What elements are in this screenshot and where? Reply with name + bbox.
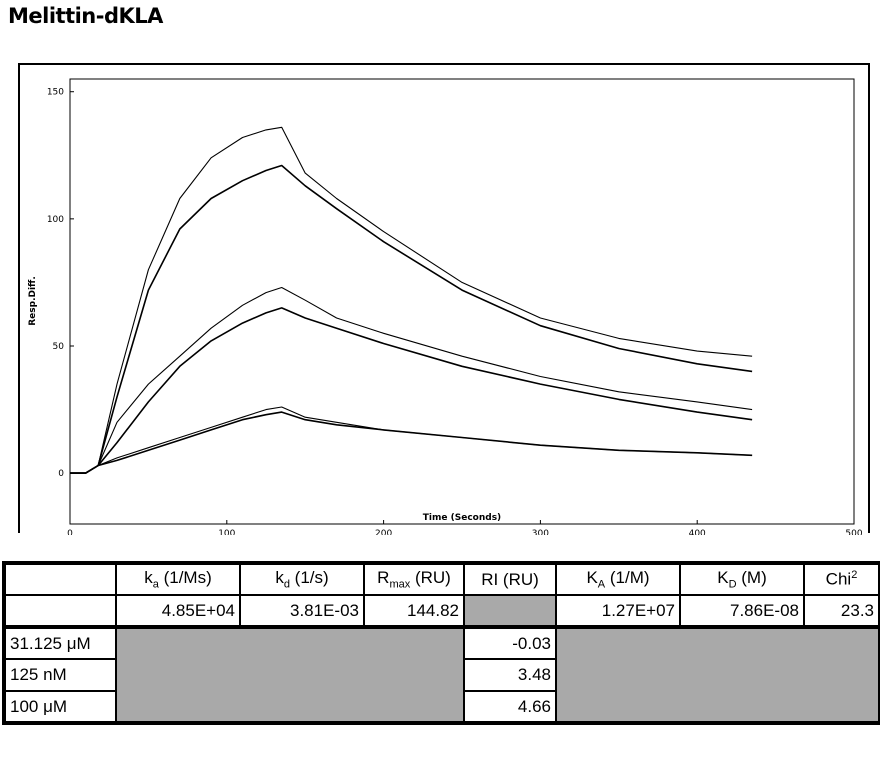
x-tick-label: 500: [845, 529, 862, 535]
y-axis-label: Resp.Diff.: [28, 276, 38, 326]
header-empty-cell: [3, 562, 117, 596]
y-tick-label: 100: [47, 215, 64, 225]
value-kd: 3.81E-03: [239, 594, 365, 628]
x-tick-label: 400: [689, 529, 706, 535]
table-row: 100 μM 4.66: [3, 690, 880, 724]
value-rmax: 144.82: [363, 594, 465, 628]
measured-curve-line: [70, 286, 753, 474]
table-values-row: 4.85E+04 3.81E-03 144.82 1.27E+07 7.86E-…: [3, 594, 880, 628]
header-KA: KA (1/M): [555, 562, 681, 596]
measured-curve-line: [70, 126, 753, 474]
x-tick-label: 300: [532, 529, 549, 535]
header-KD: KD (M): [679, 562, 805, 596]
values-empty-cell: [3, 594, 117, 628]
value-ka: 4.85E+04: [115, 594, 241, 628]
header-kd: kd (1/s): [239, 562, 365, 596]
x-tick-label: 0: [67, 529, 73, 535]
value-KA: 1.27E+07: [555, 594, 681, 628]
fit-curve-line: [70, 307, 753, 474]
y-tick-label: 50: [53, 342, 65, 352]
header-chi2: Chi2: [803, 562, 880, 596]
y-tick-label: 150: [47, 88, 64, 98]
x-tick-label: 100: [218, 529, 235, 535]
row-label: 31.125 μM: [3, 625, 117, 660]
value-chi2: 23.3: [803, 594, 880, 628]
kinetics-table: ka (1/Ms) kd (1/s) Rmax (RU) RI (RU) KA …: [2, 561, 880, 725]
fit-curve-line: [70, 411, 753, 474]
row-ri-value: 4.66: [463, 690, 557, 724]
fit-curve-line: [70, 164, 753, 474]
row-label: 125 nM: [3, 658, 117, 692]
y-tick-label: 0: [58, 469, 64, 479]
table-header-row: ka (1/Ms) kd (1/s) Rmax (RU) RI (RU) KA …: [3, 562, 880, 596]
sensorgram-chart: 0 100 200 300 400 500 0 50 100 150 Time (Seconds)…: [28, 78, 863, 535]
axis-ticks: 0 100 200 300 400 500 0 50 100 150: [47, 88, 863, 535]
value-ri-grey: [463, 594, 557, 628]
table-row: 31.125 μM -0.03: [3, 625, 880, 724]
measured-curve-line: [70, 406, 753, 474]
plot-area-border: [69, 78, 855, 525]
grey-block-right: [555, 625, 880, 724]
header-rmax: Rmax (RU): [363, 562, 465, 596]
row-ri-value: 3.48: [463, 658, 557, 692]
header-ka: ka (1/Ms): [115, 562, 241, 596]
table-row: 125 nM 3.48: [3, 658, 880, 692]
x-axis-label: Time (Seconds): [423, 513, 501, 523]
row-ri-value: -0.03: [463, 625, 557, 660]
chart-series: [70, 126, 753, 474]
row-label: 100 μM: [3, 690, 117, 724]
value-KD: 7.86E-08: [679, 594, 805, 628]
header-ri: RI (RU): [463, 562, 557, 596]
chart-frame: 0 100 200 300 400 500 0 50 100 150 Time (Seconds)…: [18, 63, 870, 535]
page-title: Melittin-dKLA: [8, 4, 163, 28]
grey-block-left: [115, 625, 465, 724]
x-tick-label: 200: [375, 529, 392, 535]
